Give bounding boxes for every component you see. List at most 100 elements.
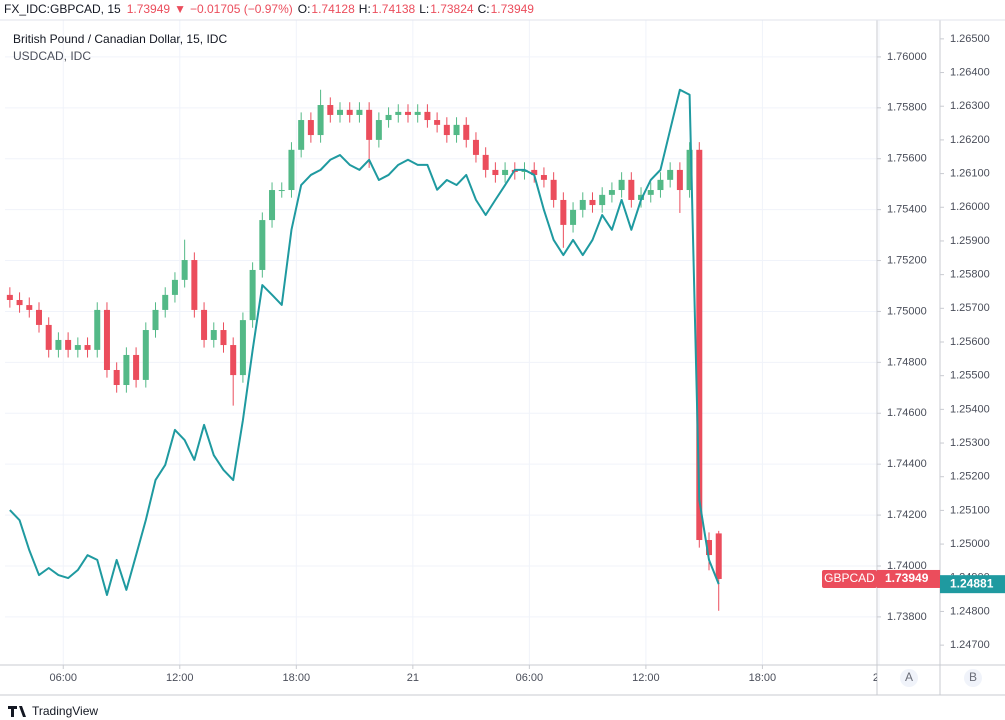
candle-body — [657, 179, 664, 191]
candle-body — [453, 124, 460, 136]
y2-tick-label: 1.26100 — [950, 167, 990, 179]
price-tag-value: 1.24881 — [950, 576, 994, 590]
candle-body — [327, 105, 334, 115]
candle-body — [317, 105, 324, 136]
header-high: 1.74138 — [372, 2, 416, 16]
y-tick-label: 1.74000 — [887, 560, 927, 572]
candle-body — [113, 369, 120, 386]
candle-body — [628, 179, 635, 200]
y2-tick-label: 1.26000 — [950, 201, 990, 213]
candle-body — [162, 294, 169, 310]
y2-tick-label: 1.25300 — [950, 437, 990, 449]
axis-button[interactable] — [900, 669, 918, 687]
candle-body — [599, 194, 606, 206]
legend-title: British Pound / Canadian Dollar, 15, IDC — [13, 32, 227, 46]
y2-tick-label: 1.25600 — [950, 336, 990, 348]
candle-body — [142, 330, 149, 380]
header-h-label: H: — [359, 2, 371, 16]
x-tick-label: 22 — [873, 672, 885, 684]
header-change: −0.01705 (−0.97%) — [190, 2, 293, 16]
header-last: 1.73949 — [127, 2, 171, 16]
header-l-label: L: — [419, 2, 429, 16]
header-close: 1.73949 — [491, 2, 535, 16]
candle-body — [123, 354, 130, 386]
legend-subtitle: USDCAD, IDC — [13, 49, 91, 63]
candle-body — [424, 111, 431, 121]
candle-body — [249, 269, 256, 321]
candle-body — [337, 109, 344, 115]
y-tick-label: 1.75800 — [887, 102, 927, 114]
candle-body — [201, 309, 208, 340]
x-tick-label: 12:00 — [166, 672, 194, 684]
candle-body — [706, 540, 713, 556]
candle-body — [434, 120, 441, 125]
header-o-label: O: — [298, 2, 311, 16]
line-series — [9, 88, 720, 596]
candle-body — [414, 111, 421, 115]
header-low: 1.73824 — [430, 2, 474, 16]
x-tick-label: 06:00 — [516, 672, 544, 684]
axes: 1.73800 1.74000 1.74200 1.74400 1.74600 1.748… — [877, 33, 990, 651]
candle-body — [579, 199, 586, 210]
candle-body — [647, 190, 654, 195]
axis-button[interactable] — [964, 669, 982, 687]
y2-tick-label: 1.25900 — [950, 235, 990, 247]
candle-body — [443, 124, 450, 136]
price-tags: GBPCAD 1.73949 1.24881 — [822, 569, 1005, 594]
candle-body — [230, 345, 237, 376]
candle-body — [171, 279, 178, 295]
y2-tick-label: 1.24700 — [950, 639, 990, 651]
axis-button-label[interactable]: B — [969, 670, 977, 684]
candle-body — [482, 154, 489, 170]
candle-body — [239, 320, 246, 376]
y-tick-label: 1.75200 — [887, 254, 927, 266]
candle-body — [298, 120, 305, 150]
y2-tick-label: 1.26400 — [950, 66, 990, 78]
candle-body — [288, 149, 295, 191]
candle-body — [259, 220, 266, 270]
y-tick-label: 1.75600 — [887, 153, 927, 165]
brand-name[interactable]: TradingView — [32, 704, 98, 718]
candle-body — [618, 179, 625, 191]
y-tick-label: 1.73800 — [887, 611, 927, 623]
x-tick-label: 18:00 — [283, 672, 311, 684]
candle-body — [404, 111, 411, 115]
x-tick-label: 18:00 — [749, 672, 777, 684]
brand-logo[interactable]: TradingView — [8, 704, 98, 718]
candle-body — [269, 190, 276, 221]
candle-body — [676, 169, 683, 191]
price-tag-bg — [877, 569, 940, 588]
candle-body — [103, 309, 110, 370]
header-open: 1.74128 — [311, 2, 355, 16]
price-tag-name: GBPCAD — [824, 571, 875, 585]
price-tag-value: 1.73949 — [885, 571, 929, 585]
candle-body — [667, 169, 674, 180]
candle-body — [181, 260, 188, 280]
y-tick-label: 1.74800 — [887, 356, 927, 368]
candle-body — [26, 305, 33, 310]
y2-tick-label: 1.25500 — [950, 370, 990, 382]
y2-tick-label: 1.25400 — [950, 403, 990, 415]
candle-body — [550, 179, 557, 200]
y-tick-label: 1.76000 — [887, 51, 927, 63]
y2-tick-label: 1.26200 — [950, 134, 990, 146]
x-tick-label: 12:00 — [632, 672, 660, 684]
header: FX_IDC:GBPCAD, 15 1.73949 ▼ −0.01705 (−0.97… — [4, 2, 534, 16]
candle-body — [191, 260, 198, 310]
candle-body — [375, 120, 382, 140]
candle-body — [152, 309, 159, 331]
candle-body — [715, 533, 722, 579]
candle-body — [45, 324, 52, 350]
candle-body — [356, 109, 363, 115]
plot-area — [6, 88, 722, 611]
candle-body — [395, 111, 402, 115]
candle-body — [560, 199, 567, 225]
axis-button-label[interactable]: A — [905, 670, 913, 684]
candle-body — [35, 309, 42, 325]
candle-body — [696, 149, 703, 541]
brand-icon[interactable] — [8, 706, 26, 717]
candle-body — [94, 309, 101, 350]
